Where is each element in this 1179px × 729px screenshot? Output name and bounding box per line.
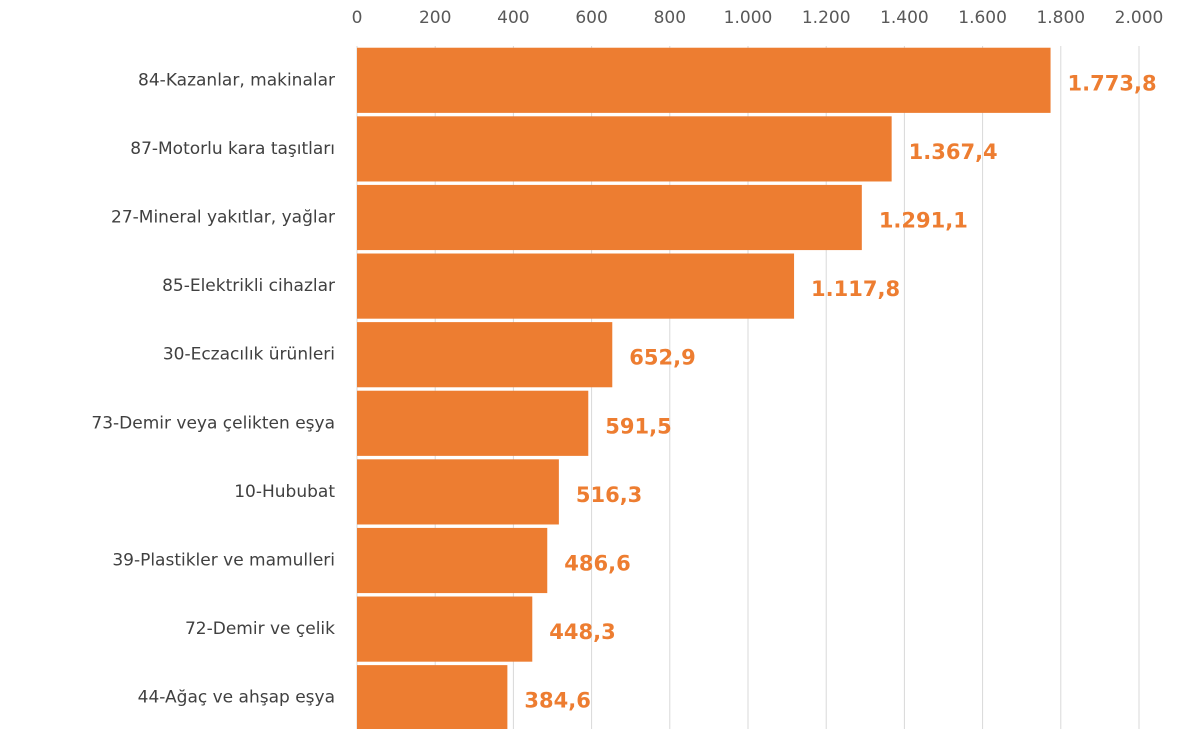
x-tick-label: 800 — [654, 8, 686, 28]
y-tick-label: 39-Plastikler ve mamulleri — [112, 551, 335, 571]
bar — [357, 665, 508, 729]
bar — [357, 322, 613, 388]
value-label: 1.117,8 — [811, 277, 900, 301]
y-tick-label: 10-Hububat — [234, 482, 335, 502]
x-tick-label: 400 — [497, 8, 529, 28]
value-label: 384,6 — [524, 689, 590, 713]
x-tick-label: 0 — [352, 8, 363, 28]
x-tick-label: 1.200 — [802, 8, 851, 28]
x-tick-label: 600 — [575, 8, 607, 28]
value-label: 516,3 — [576, 483, 642, 507]
value-label: 652,9 — [629, 346, 695, 370]
x-tick-label: 200 — [419, 8, 451, 28]
value-label: 1.367,4 — [909, 140, 998, 164]
value-label: 1.773,8 — [1068, 71, 1157, 95]
bar — [357, 596, 533, 662]
bar — [357, 527, 548, 594]
bar — [357, 184, 862, 251]
y-tick-label: 85-Elektrikli cihazlar — [162, 276, 335, 296]
value-label: 591,5 — [605, 414, 671, 438]
bar — [357, 390, 589, 456]
x-tick-label: 1.000 — [724, 8, 773, 28]
bar — [357, 47, 1051, 113]
x-tick-label: 1.800 — [1036, 8, 1085, 28]
y-tick-label: 44-Ağaç ve ahşap eşya — [138, 688, 335, 708]
y-tick-label: 73-Demir veya çelikten eşya — [91, 413, 335, 433]
y-tick-label: 87-Motorlu kara taşıtları — [130, 139, 335, 159]
y-tick-label: 84-Kazanlar, makinalar — [138, 70, 335, 90]
value-label: 486,6 — [564, 552, 630, 576]
x-tick-label: 1.400 — [880, 8, 929, 28]
y-tick-label: 30-Eczacılık ürünleri — [163, 345, 335, 365]
value-label: 448,3 — [549, 620, 615, 644]
x-tick-label: 2.000 — [1115, 8, 1164, 28]
value-label: 1.291,1 — [879, 209, 968, 233]
y-tick-label: 27-Mineral yakıtlar, yağlar — [111, 208, 335, 228]
bar — [357, 116, 892, 182]
x-tick-label: 1.600 — [958, 8, 1007, 28]
bar — [357, 253, 795, 319]
bar — [357, 459, 559, 525]
y-tick-label: 72-Demir ve çelik — [185, 619, 335, 639]
